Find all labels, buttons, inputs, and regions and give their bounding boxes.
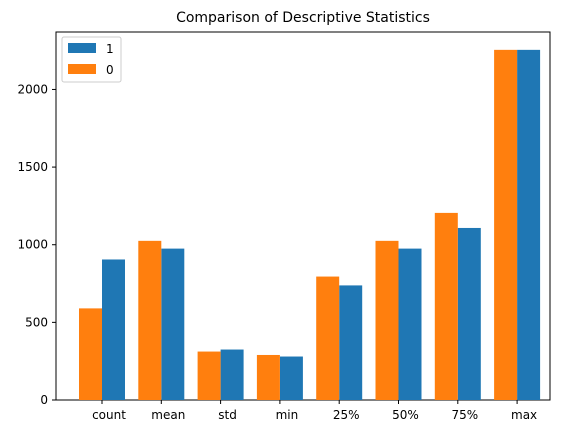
x-tick-label-6: 75% (451, 408, 478, 422)
y-tick-label-3: 1500 (17, 160, 48, 174)
bar-series-0-3 (256, 354, 280, 400)
bar-series-1-7 (517, 49, 541, 401)
bar-series-1-0 (102, 259, 125, 400)
x-axis: count mean std min 25% 50% 75% max (92, 400, 537, 422)
x-tick-label-3: min (276, 408, 299, 422)
x-tick-label-7: max (511, 408, 537, 422)
bar-series-1-3 (279, 356, 303, 400)
bar-series-0-5 (375, 240, 399, 400)
y-tick-label-2: 1000 (17, 238, 48, 252)
legend-swatch-1 (68, 43, 96, 53)
bars (79, 49, 541, 401)
legend-label-0: 0 (106, 63, 114, 77)
bar-series-0-7 (494, 49, 518, 401)
bar-series-1-6 (457, 227, 481, 400)
y-tick-label-4: 2000 (17, 82, 48, 96)
x-tick-label-1: mean (151, 408, 185, 422)
x-tick-label-4: 25% (333, 408, 360, 422)
bar-series-1-5 (398, 248, 422, 400)
x-tick-label-5: 50% (392, 408, 419, 422)
legend-label-1: 1 (106, 42, 114, 56)
bar-series-1-4 (339, 285, 363, 400)
chart-title: Comparison of Descriptive Statistics (176, 10, 430, 26)
y-tick-label-1: 500 (25, 315, 48, 329)
bar-series-1-1 (161, 248, 185, 400)
bar-series-0-0 (79, 308, 102, 400)
bar-series-0-2 (197, 351, 221, 400)
plot-frame (55, 31, 551, 401)
x-tick-label-0: count (92, 408, 126, 422)
bar-series-0-4 (316, 276, 340, 400)
bar-series-0-6 (434, 212, 458, 400)
legend: 1 0 (61, 36, 122, 83)
bar-series-1-2 (220, 349, 244, 400)
bar-series-0-1 (138, 240, 162, 400)
y-tick-label-0: 0 (40, 393, 48, 407)
legend-swatch-0 (68, 64, 96, 74)
y-axis: 0 500 1000 1500 2000 (17, 82, 56, 407)
x-tick-label-2: std (218, 408, 237, 422)
